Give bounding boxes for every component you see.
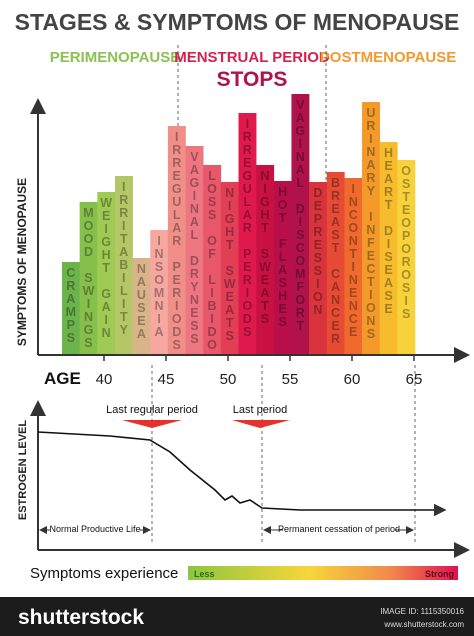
age-label: AGE <box>44 369 81 388</box>
age-tick: 50 <box>220 371 237 388</box>
axis-label: ESTROGEN LEVEL <box>17 420 29 521</box>
symptom-label: HOT FLASHES <box>276 185 290 328</box>
legend-gradient <box>188 566 458 580</box>
symptom-label: BREAST CANCER <box>329 176 343 345</box>
span-label: Normal Productive Life <box>49 524 140 534</box>
symptom-bar <box>362 102 380 355</box>
legend-low: Less <box>194 569 215 579</box>
image-id: IMAGE ID: 1115350016 <box>380 607 464 616</box>
legend-title: Symptoms experience <box>30 565 178 582</box>
marker-arrow <box>122 420 182 428</box>
phase: PERIMENOPAUSE <box>50 49 181 66</box>
symptom-label: MOOD SWINGS <box>81 206 95 349</box>
marker-label: Last regular period <box>106 404 198 416</box>
symptom-bar <box>344 178 363 355</box>
symptom-bar <box>79 202 98 355</box>
symptom-bar <box>62 262 80 355</box>
url: www.shutterstock.com <box>383 620 464 629</box>
age-tick: 60 <box>344 371 361 388</box>
phase: POSTMENOPAUSE <box>320 49 456 66</box>
span-bg <box>50 521 140 535</box>
phase: STOPS <box>217 68 288 91</box>
symptom-label: VAGINAL DISCOMFORT <box>293 98 307 332</box>
brand: shutterstock <box>18 606 144 629</box>
span-label: Permanent cessation of period <box>278 524 400 534</box>
symptom-bar <box>397 160 416 355</box>
axis-label: SYMPTOMS OF MENOPAUSE <box>15 178 29 346</box>
symptom-bar <box>203 165 222 355</box>
symptom-bar <box>220 182 239 355</box>
symptom-bar <box>309 182 328 355</box>
symptom-bars: CRAMPS MOOD SWINGS WEIGHT GAIN IRRITABILITY… <box>62 94 416 355</box>
legend-high: Strong <box>425 569 454 579</box>
symptom-bar <box>273 181 292 355</box>
phase: MENSTRUAL PERIOD <box>174 49 330 66</box>
symptom-label: NAUSEA <box>134 262 148 340</box>
title: STAGES & SYMPTOMS OF MENOPAUSE <box>15 9 460 35</box>
symptom-bar <box>114 176 133 355</box>
symptom-label: DEPRESSION <box>311 186 325 316</box>
symptom-bar <box>167 126 186 355</box>
age-tick: 55 <box>282 371 299 388</box>
symptom-bar <box>256 165 275 355</box>
symptom-label: VAGINAL DRYNESS <box>187 150 201 345</box>
marker-label: Last period <box>233 404 287 416</box>
symptom-label: INCONTINENCE <box>346 182 360 338</box>
age-tick: 45 <box>158 371 175 388</box>
age-tick: 65 <box>406 371 423 388</box>
symptom-label: CRAMPS <box>64 266 78 344</box>
symptom-label: NIGHT SWEATS <box>223 186 237 342</box>
symptom-label: IRREGULAR PERIODS <box>170 130 184 351</box>
symptom-label: HEART DISEASE <box>382 146 396 315</box>
symptom-label: IRRITABILITY <box>117 180 131 336</box>
symptom-label: URINARY INFECTIONS <box>364 106 378 340</box>
symptom-bar <box>326 172 345 355</box>
symptom-bar <box>238 113 257 355</box>
symptom-bar <box>132 258 151 355</box>
symptom-label: WEIGHT GAIN <box>99 196 113 339</box>
symptom-label: LOSS OF LIBIDO <box>205 169 219 351</box>
symptom-bar <box>379 142 398 355</box>
footer <box>0 597 474 636</box>
age-ticks: 40 45 50 55 60 65 <box>96 355 423 388</box>
symptom-label: NIGHT SWEATS <box>258 169 272 325</box>
symptom-bar <box>97 192 116 355</box>
symptom-label: IRREGULAR PERIODS <box>240 117 254 338</box>
symptom-bar <box>291 94 310 355</box>
marker-arrow <box>232 420 290 428</box>
span-bg <box>283 521 395 535</box>
estrogen-curve <box>37 431 447 517</box>
age-tick: 40 <box>96 371 113 388</box>
symptom-bar <box>150 230 169 355</box>
symptom-bar <box>185 146 204 355</box>
symptom-label: INSOMNIA <box>152 234 166 338</box>
symptom-label: OSTEOPOROSIS <box>399 164 413 320</box>
